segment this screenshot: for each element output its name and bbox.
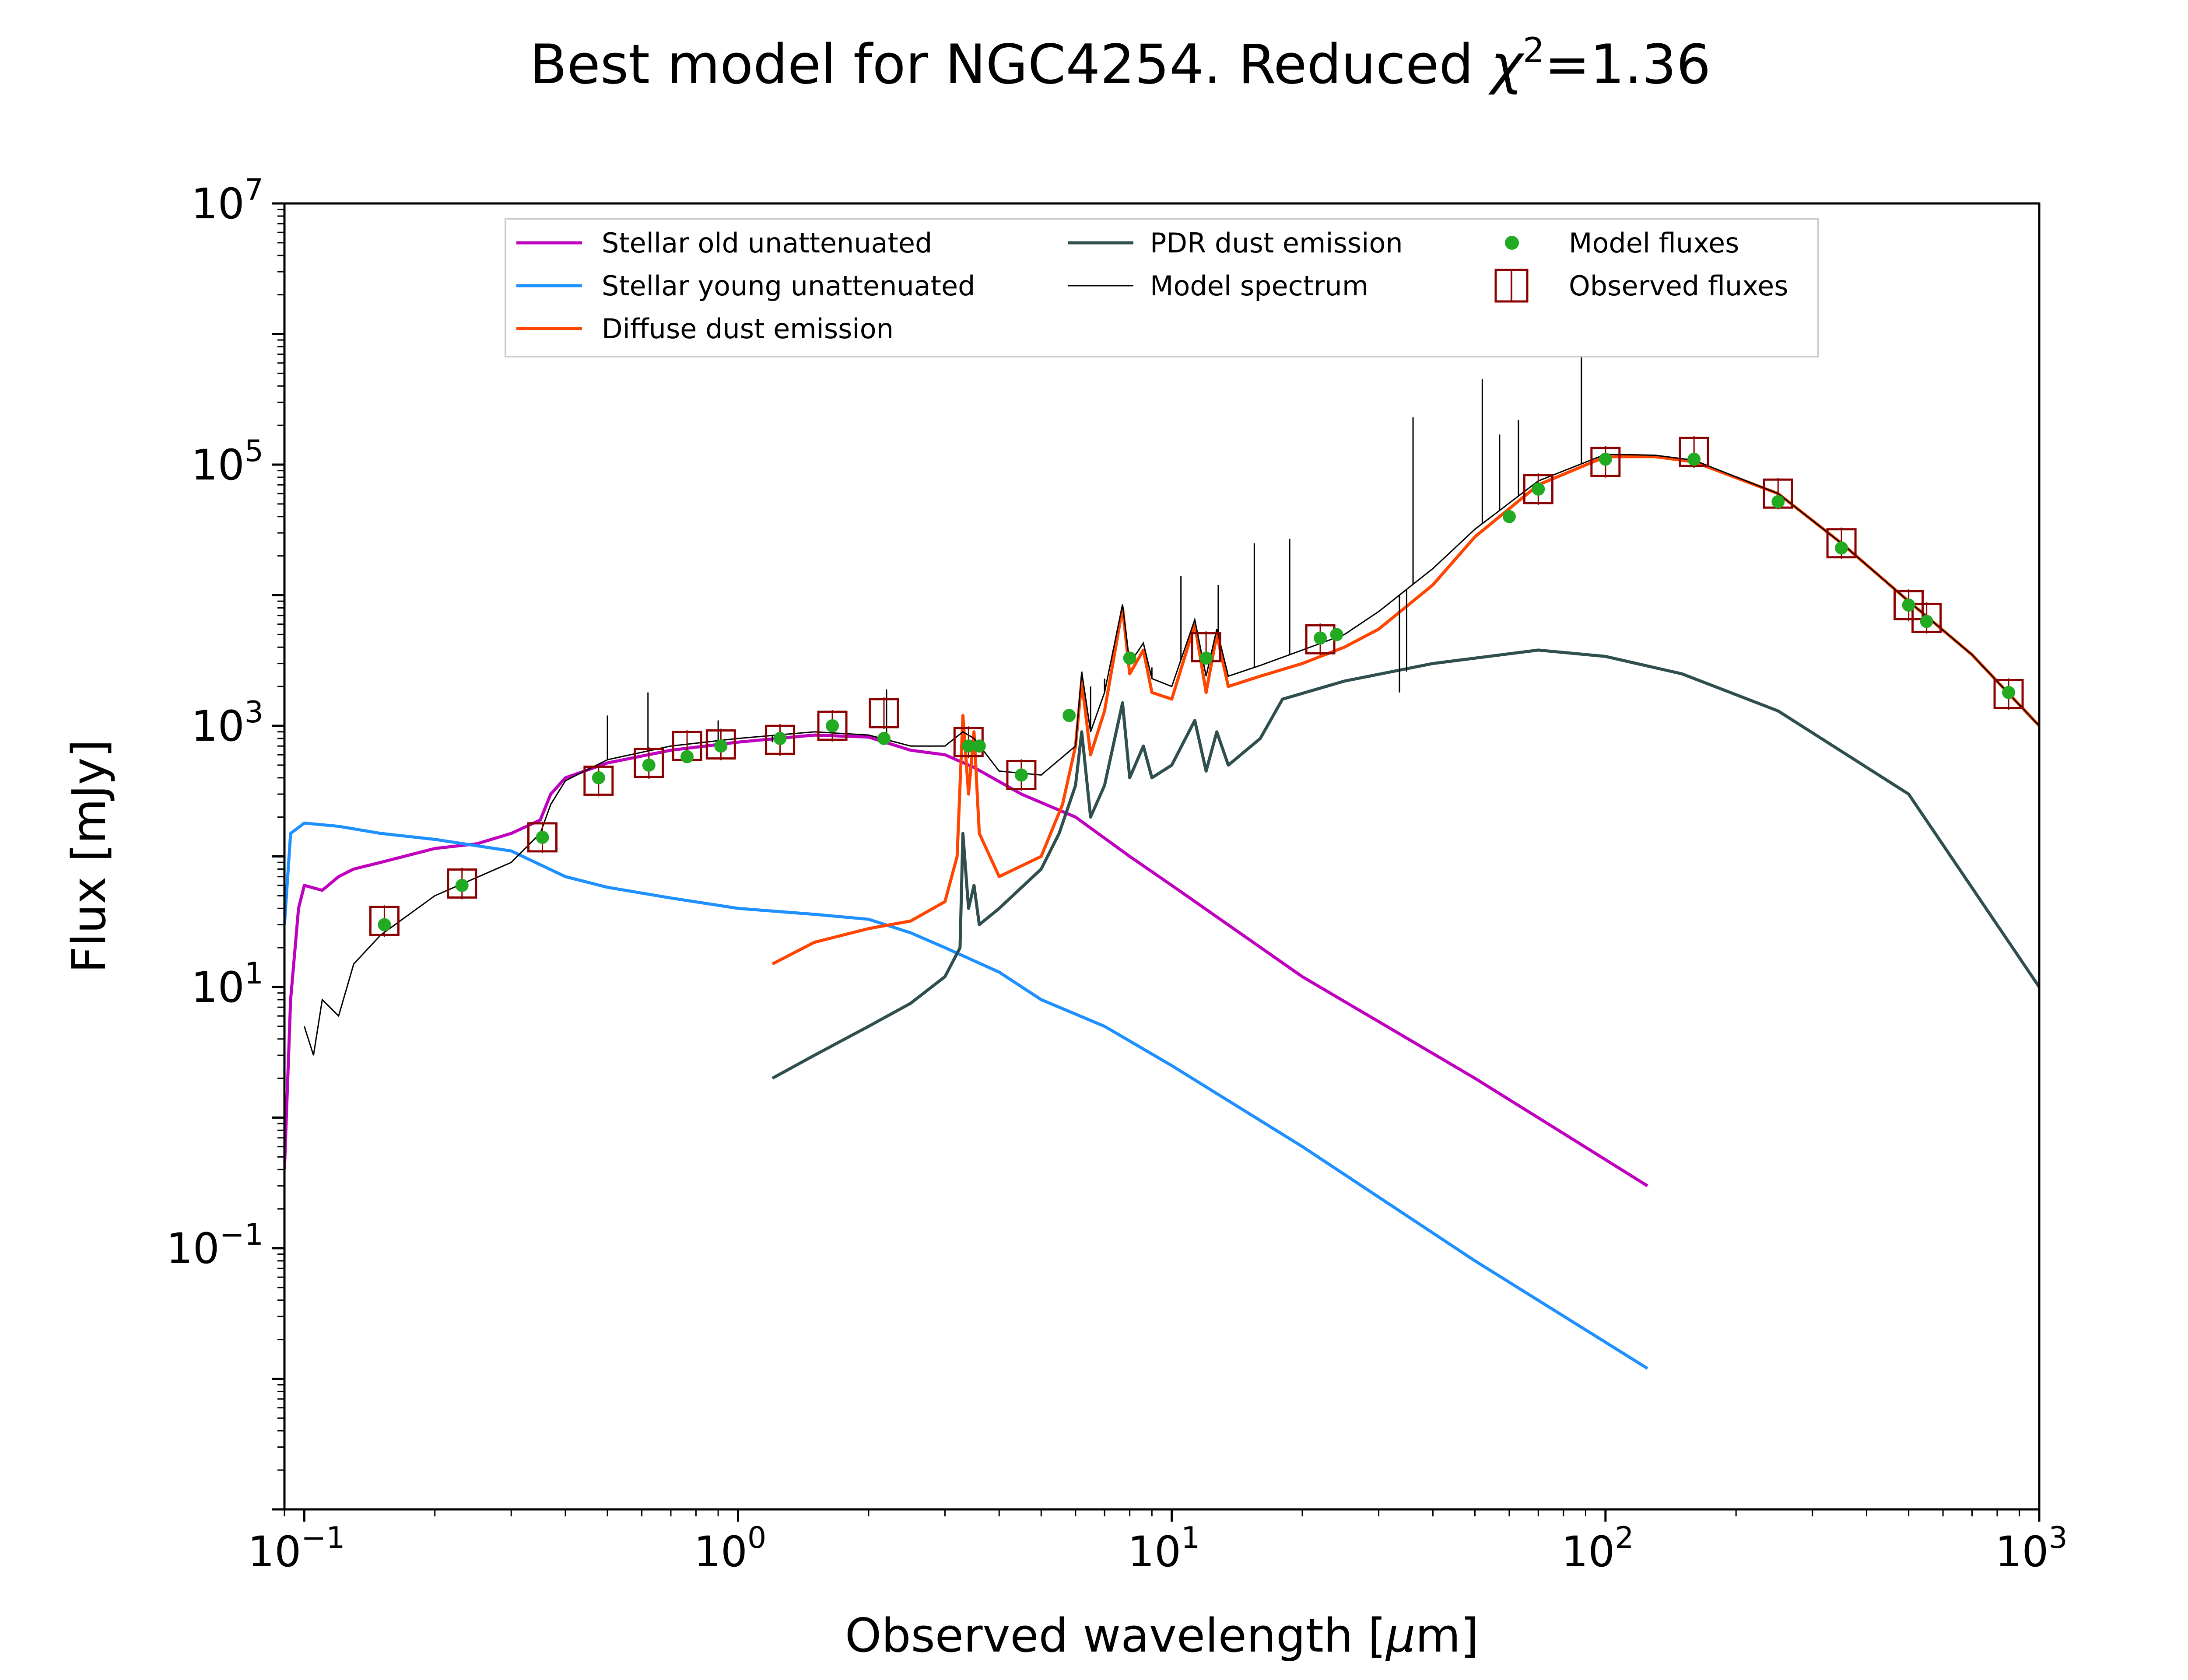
x-tick-label: 103 — [1995, 1521, 2067, 1576]
y-axis-label: Flux [mJy] — [62, 739, 116, 973]
model-flux-point — [826, 719, 839, 732]
model-flux-point — [972, 739, 986, 753]
legend-box — [505, 218, 1819, 357]
model-flux-point — [680, 750, 694, 763]
series-line-diffuse-dust-emission — [771, 455, 2039, 966]
x-tick-label: 100 — [694, 1521, 766, 1576]
series-line-stellar-old-unattenuated — [284, 733, 1648, 1187]
model-flux-point — [1599, 452, 1612, 466]
x-tick-label: 102 — [1561, 1521, 1634, 1576]
y-tick-label: 105 — [191, 434, 263, 490]
model-flux-point — [1314, 631, 1327, 645]
model-flux-point — [877, 732, 891, 745]
series-line-model-spectrum — [303, 453, 2039, 1056]
model-flux-point — [1771, 495, 1785, 508]
model-flux-point — [642, 758, 656, 772]
legend-label-stellar-young: Stellar young unattenuated — [602, 270, 975, 302]
series-line-stellar-young-unattenuated — [284, 821, 1648, 1370]
x-tick-label: 10−1 — [248, 1521, 345, 1576]
model-flux-point — [1902, 598, 1915, 612]
y-tick-label: 10−1 — [166, 1218, 263, 1273]
chart-title: Best model for NGC4254. Reduced χ2=1.36 — [529, 31, 1711, 96]
legend-label-model-spectrum: Model spectrum — [1150, 270, 1368, 302]
y-tick-label: 103 — [191, 695, 263, 751]
model-flux-point — [714, 739, 728, 753]
legend-marker-model-fluxes — [1505, 236, 1519, 250]
plot-area: 10−1 100 101 102 103 10−1 101 103 105 107 — [166, 173, 2068, 1576]
legend-label-diffuse-dust: Diffuse dust emission — [602, 313, 894, 345]
model-flux-point — [1330, 628, 1343, 641]
model-flux-point — [378, 918, 391, 931]
model-flux-point — [1014, 768, 1028, 782]
x-axis-label: Observed wavelength [μm] — [845, 1609, 1479, 1662]
model-flux-point — [1532, 482, 1545, 496]
legend-label-stellar-old: Stellar old unattenuated — [602, 227, 932, 259]
model-flux-point — [962, 739, 975, 753]
model-flux-point — [1920, 615, 1933, 628]
series-line-pdr-dust-emission — [771, 648, 2039, 1080]
y-tick-label: 101 — [191, 956, 263, 1012]
legend-label-pdr-dust: PDR dust emission — [1150, 227, 1403, 259]
model-flux-point — [1502, 510, 1516, 523]
model-flux-point — [1687, 452, 1701, 466]
model-flux-point — [1062, 709, 1076, 722]
model-flux-point — [592, 771, 605, 784]
legend: Stellar old unattenuated Stellar young u… — [505, 218, 1819, 357]
model-flux-point — [536, 830, 549, 844]
y-tick-label: 107 — [191, 173, 263, 228]
model-flux-point — [1199, 651, 1213, 665]
legend-label-model-fluxes: Model fluxes — [1569, 227, 1739, 259]
model-flux-point — [455, 878, 469, 892]
model-flux-point — [2002, 686, 2016, 699]
model-flux-point — [1123, 651, 1136, 665]
x-tick-label: 101 — [1128, 1521, 1200, 1576]
model-flux-point — [773, 732, 787, 745]
model-flux-point — [1835, 541, 1848, 555]
plot-frame — [283, 202, 2041, 1511]
legend-label-observed-fluxes: Observed fluxes — [1569, 270, 1788, 302]
